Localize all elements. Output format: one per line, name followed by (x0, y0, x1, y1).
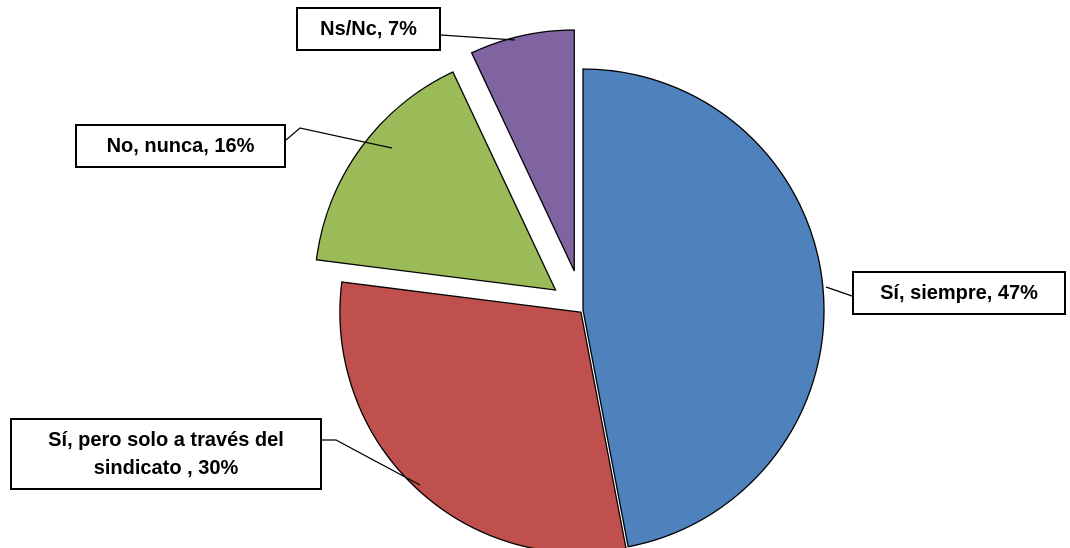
pie-slice (315, 71, 557, 291)
leader-line (440, 34, 516, 41)
leader-line (825, 286, 853, 297)
leader-line (322, 439, 421, 486)
data-label: Sí, siempre, 47% (852, 271, 1066, 315)
pie-slice (339, 281, 627, 548)
pie-slice (582, 68, 825, 548)
pie-slice (470, 29, 575, 272)
data-label: Ns/Nc, 7% (296, 7, 441, 51)
leader-line (285, 127, 393, 149)
data-label: No, nunca, 16% (75, 124, 286, 168)
data-label: Sí, pero solo a través del sindicato , 3… (10, 418, 322, 490)
